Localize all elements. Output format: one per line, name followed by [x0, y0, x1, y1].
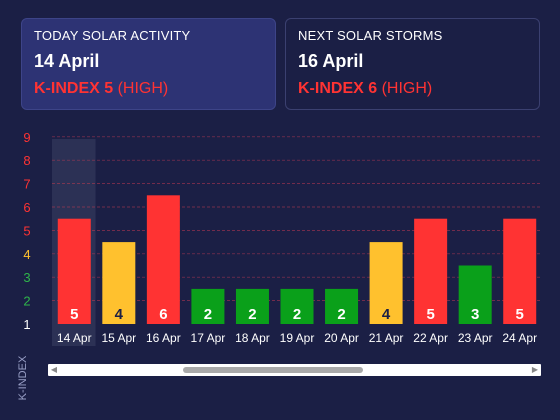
x-tick-label: 16 Apr: [146, 331, 181, 345]
bar[interactable]: [235, 288, 269, 324]
today-activity-card: TODAY SOLAR ACTIVITY 14 April K-INDEX 5 …: [21, 18, 276, 110]
bar[interactable]: [102, 242, 136, 324]
bar[interactable]: [414, 218, 448, 324]
bar[interactable]: [503, 218, 537, 324]
y-tick-label: 5: [23, 223, 30, 238]
today-kindex-value: K-INDEX 5: [34, 80, 114, 97]
data-label: 2: [248, 306, 256, 323]
data-label: 2: [337, 306, 345, 323]
x-tick-label: 17 Apr: [191, 331, 226, 345]
y-tick-label: 1: [23, 317, 30, 332]
bar[interactable]: [280, 288, 314, 324]
today-card-date: 14 April: [34, 51, 100, 71]
x-tick-label: 14 Apr: [57, 331, 92, 345]
bar[interactable]: [146, 195, 180, 324]
x-tick-label: 21 Apr: [369, 331, 404, 345]
next-card-label: NEXT SOLAR STORMS: [298, 28, 443, 43]
x-tick-label: 18 Apr: [235, 331, 270, 345]
y-axis-title: K-INDEX: [17, 355, 29, 400]
data-label: 2: [204, 306, 212, 323]
data-label: 3: [471, 306, 479, 323]
y-tick-label: 7: [23, 177, 30, 192]
data-label: 5: [70, 306, 78, 323]
y-tick-label: 9: [23, 130, 30, 145]
data-label: 2: [293, 306, 301, 323]
chart-scrollbar[interactable]: ◀ ▶: [48, 364, 541, 376]
bar[interactable]: [325, 288, 359, 324]
data-label: 5: [426, 306, 434, 323]
next-kindex-level: (HIGH): [381, 80, 433, 97]
data-label: 4: [382, 306, 391, 323]
today-card-label: TODAY SOLAR ACTIVITY: [34, 28, 191, 43]
scroll-right-arrow-icon[interactable]: ▶: [531, 365, 539, 374]
y-tick-label: 2: [23, 294, 30, 309]
x-tick-label: 22 Apr: [413, 331, 448, 345]
data-label: 6: [159, 306, 167, 323]
next-kindex-value: K-INDEX 6: [298, 80, 378, 97]
x-tick-label: 20 Apr: [324, 331, 359, 345]
x-tick-label: 24 Apr: [502, 331, 537, 345]
y-tick-label: 3: [23, 270, 30, 285]
kindex-chart: 1 2 3 4 5 6 7 8 9 5 14 Apr 4 15 Apr 6 16 Apr 2 17 Apr 2 18…: [0, 130, 560, 415]
bar[interactable]: [369, 242, 403, 324]
data-label: 4: [115, 306, 124, 323]
next-storms-card: NEXT SOLAR STORMS 16 April K-INDEX 6 (HI…: [285, 18, 540, 110]
scroll-thumb[interactable]: [183, 367, 363, 373]
today-kindex-level: (HIGH): [117, 80, 169, 97]
next-card-date: 16 April: [298, 51, 364, 71]
kindex-chart-svg: 1 2 3 4 5 6 7 8 9 5 14 Apr 4 15 Apr 6 16 Apr 2 17 Apr 2 18…: [17, 130, 542, 400]
next-kindex: K-INDEX 6 (HIGH): [298, 79, 527, 99]
bar[interactable]: [57, 218, 91, 324]
scroll-left-arrow-icon[interactable]: ◀: [50, 365, 58, 374]
x-tick-label: 15 Apr: [101, 331, 136, 345]
x-tick-label: 19 Apr: [280, 331, 315, 345]
data-label: 5: [516, 306, 524, 323]
today-kindex: K-INDEX 5 (HIGH): [34, 79, 263, 99]
bar[interactable]: [191, 288, 225, 324]
bar[interactable]: [458, 265, 492, 325]
y-tick-label: 4: [23, 247, 30, 262]
y-tick-label: 8: [23, 153, 30, 168]
x-tick-label: 23 Apr: [458, 331, 493, 345]
y-tick-label: 6: [23, 200, 30, 215]
